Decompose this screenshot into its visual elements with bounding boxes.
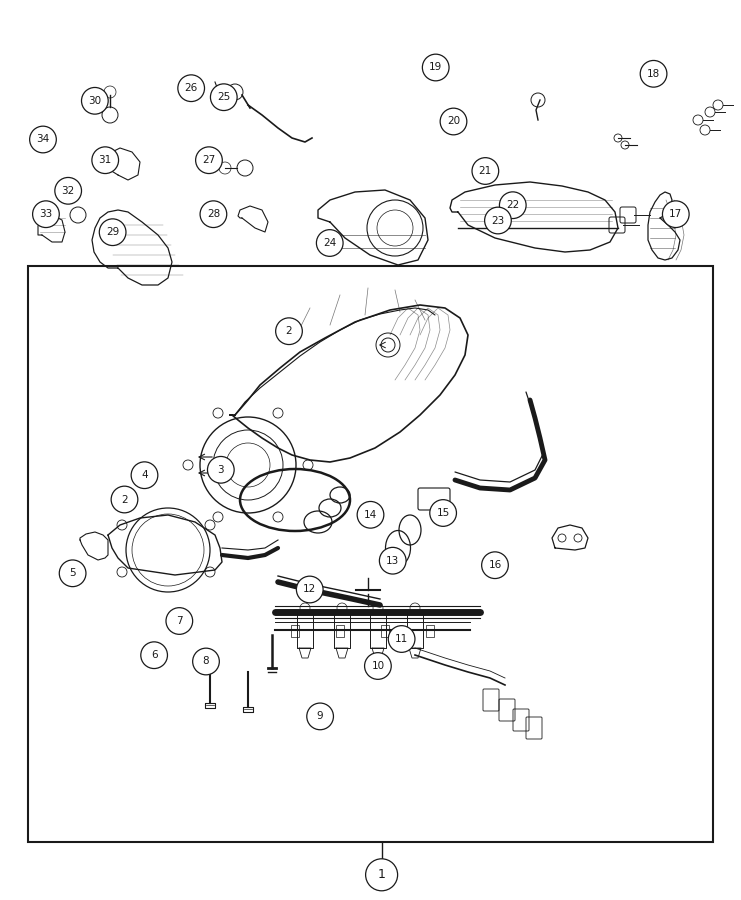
Text: 9: 9 xyxy=(317,711,323,722)
Circle shape xyxy=(141,642,167,669)
Circle shape xyxy=(307,703,333,730)
Text: 4: 4 xyxy=(142,470,147,481)
Circle shape xyxy=(485,207,511,234)
Circle shape xyxy=(30,126,56,153)
Text: 28: 28 xyxy=(207,209,220,220)
Circle shape xyxy=(196,147,222,174)
Text: 19: 19 xyxy=(429,62,442,73)
Circle shape xyxy=(365,859,398,891)
Text: 1: 1 xyxy=(378,868,385,881)
Circle shape xyxy=(166,608,193,634)
Circle shape xyxy=(365,652,391,680)
Text: 22: 22 xyxy=(506,200,519,211)
Circle shape xyxy=(640,60,667,87)
Circle shape xyxy=(92,147,119,174)
Text: 13: 13 xyxy=(386,555,399,566)
Text: 14: 14 xyxy=(364,509,377,520)
Text: 32: 32 xyxy=(62,185,75,196)
Text: 15: 15 xyxy=(436,508,450,518)
Circle shape xyxy=(99,219,126,246)
Circle shape xyxy=(276,318,302,345)
Text: 24: 24 xyxy=(323,238,336,248)
Text: 8: 8 xyxy=(203,656,209,667)
Text: 25: 25 xyxy=(217,92,230,103)
Text: 34: 34 xyxy=(36,134,50,145)
Circle shape xyxy=(82,87,108,114)
Text: 3: 3 xyxy=(218,464,224,475)
Circle shape xyxy=(422,54,449,81)
Circle shape xyxy=(430,500,456,526)
Text: 27: 27 xyxy=(202,155,216,166)
Text: 18: 18 xyxy=(647,68,660,79)
Circle shape xyxy=(388,626,415,652)
Circle shape xyxy=(210,84,237,111)
Text: 23: 23 xyxy=(491,215,505,226)
Circle shape xyxy=(55,177,82,204)
Circle shape xyxy=(482,552,508,579)
Circle shape xyxy=(296,576,323,603)
Circle shape xyxy=(662,201,689,228)
Text: 6: 6 xyxy=(151,650,157,661)
Text: 2: 2 xyxy=(286,326,292,337)
Text: 21: 21 xyxy=(479,166,492,176)
Bar xyxy=(336,625,344,637)
Circle shape xyxy=(193,648,219,675)
Circle shape xyxy=(200,201,227,228)
Text: 17: 17 xyxy=(669,209,682,220)
Text: 31: 31 xyxy=(99,155,112,166)
Circle shape xyxy=(316,230,343,256)
Bar xyxy=(426,625,434,637)
Text: 20: 20 xyxy=(447,116,460,127)
Bar xyxy=(28,266,713,842)
Bar xyxy=(291,625,299,637)
Circle shape xyxy=(178,75,205,102)
Circle shape xyxy=(440,108,467,135)
Bar xyxy=(381,625,389,637)
Circle shape xyxy=(207,456,234,483)
Circle shape xyxy=(59,560,86,587)
Circle shape xyxy=(379,547,406,574)
Circle shape xyxy=(499,192,526,219)
Text: 10: 10 xyxy=(371,661,385,671)
Text: 16: 16 xyxy=(488,560,502,571)
Circle shape xyxy=(472,158,499,184)
Circle shape xyxy=(357,501,384,528)
Text: 12: 12 xyxy=(303,584,316,595)
Text: 26: 26 xyxy=(185,83,198,94)
Text: 7: 7 xyxy=(176,616,182,626)
Circle shape xyxy=(131,462,158,489)
Text: 29: 29 xyxy=(106,227,119,238)
Text: 33: 33 xyxy=(39,209,53,220)
Text: 5: 5 xyxy=(70,568,76,579)
Circle shape xyxy=(33,201,59,228)
Text: 2: 2 xyxy=(122,494,127,505)
Text: 30: 30 xyxy=(88,95,102,106)
Circle shape xyxy=(111,486,138,513)
Text: 11: 11 xyxy=(395,634,408,644)
